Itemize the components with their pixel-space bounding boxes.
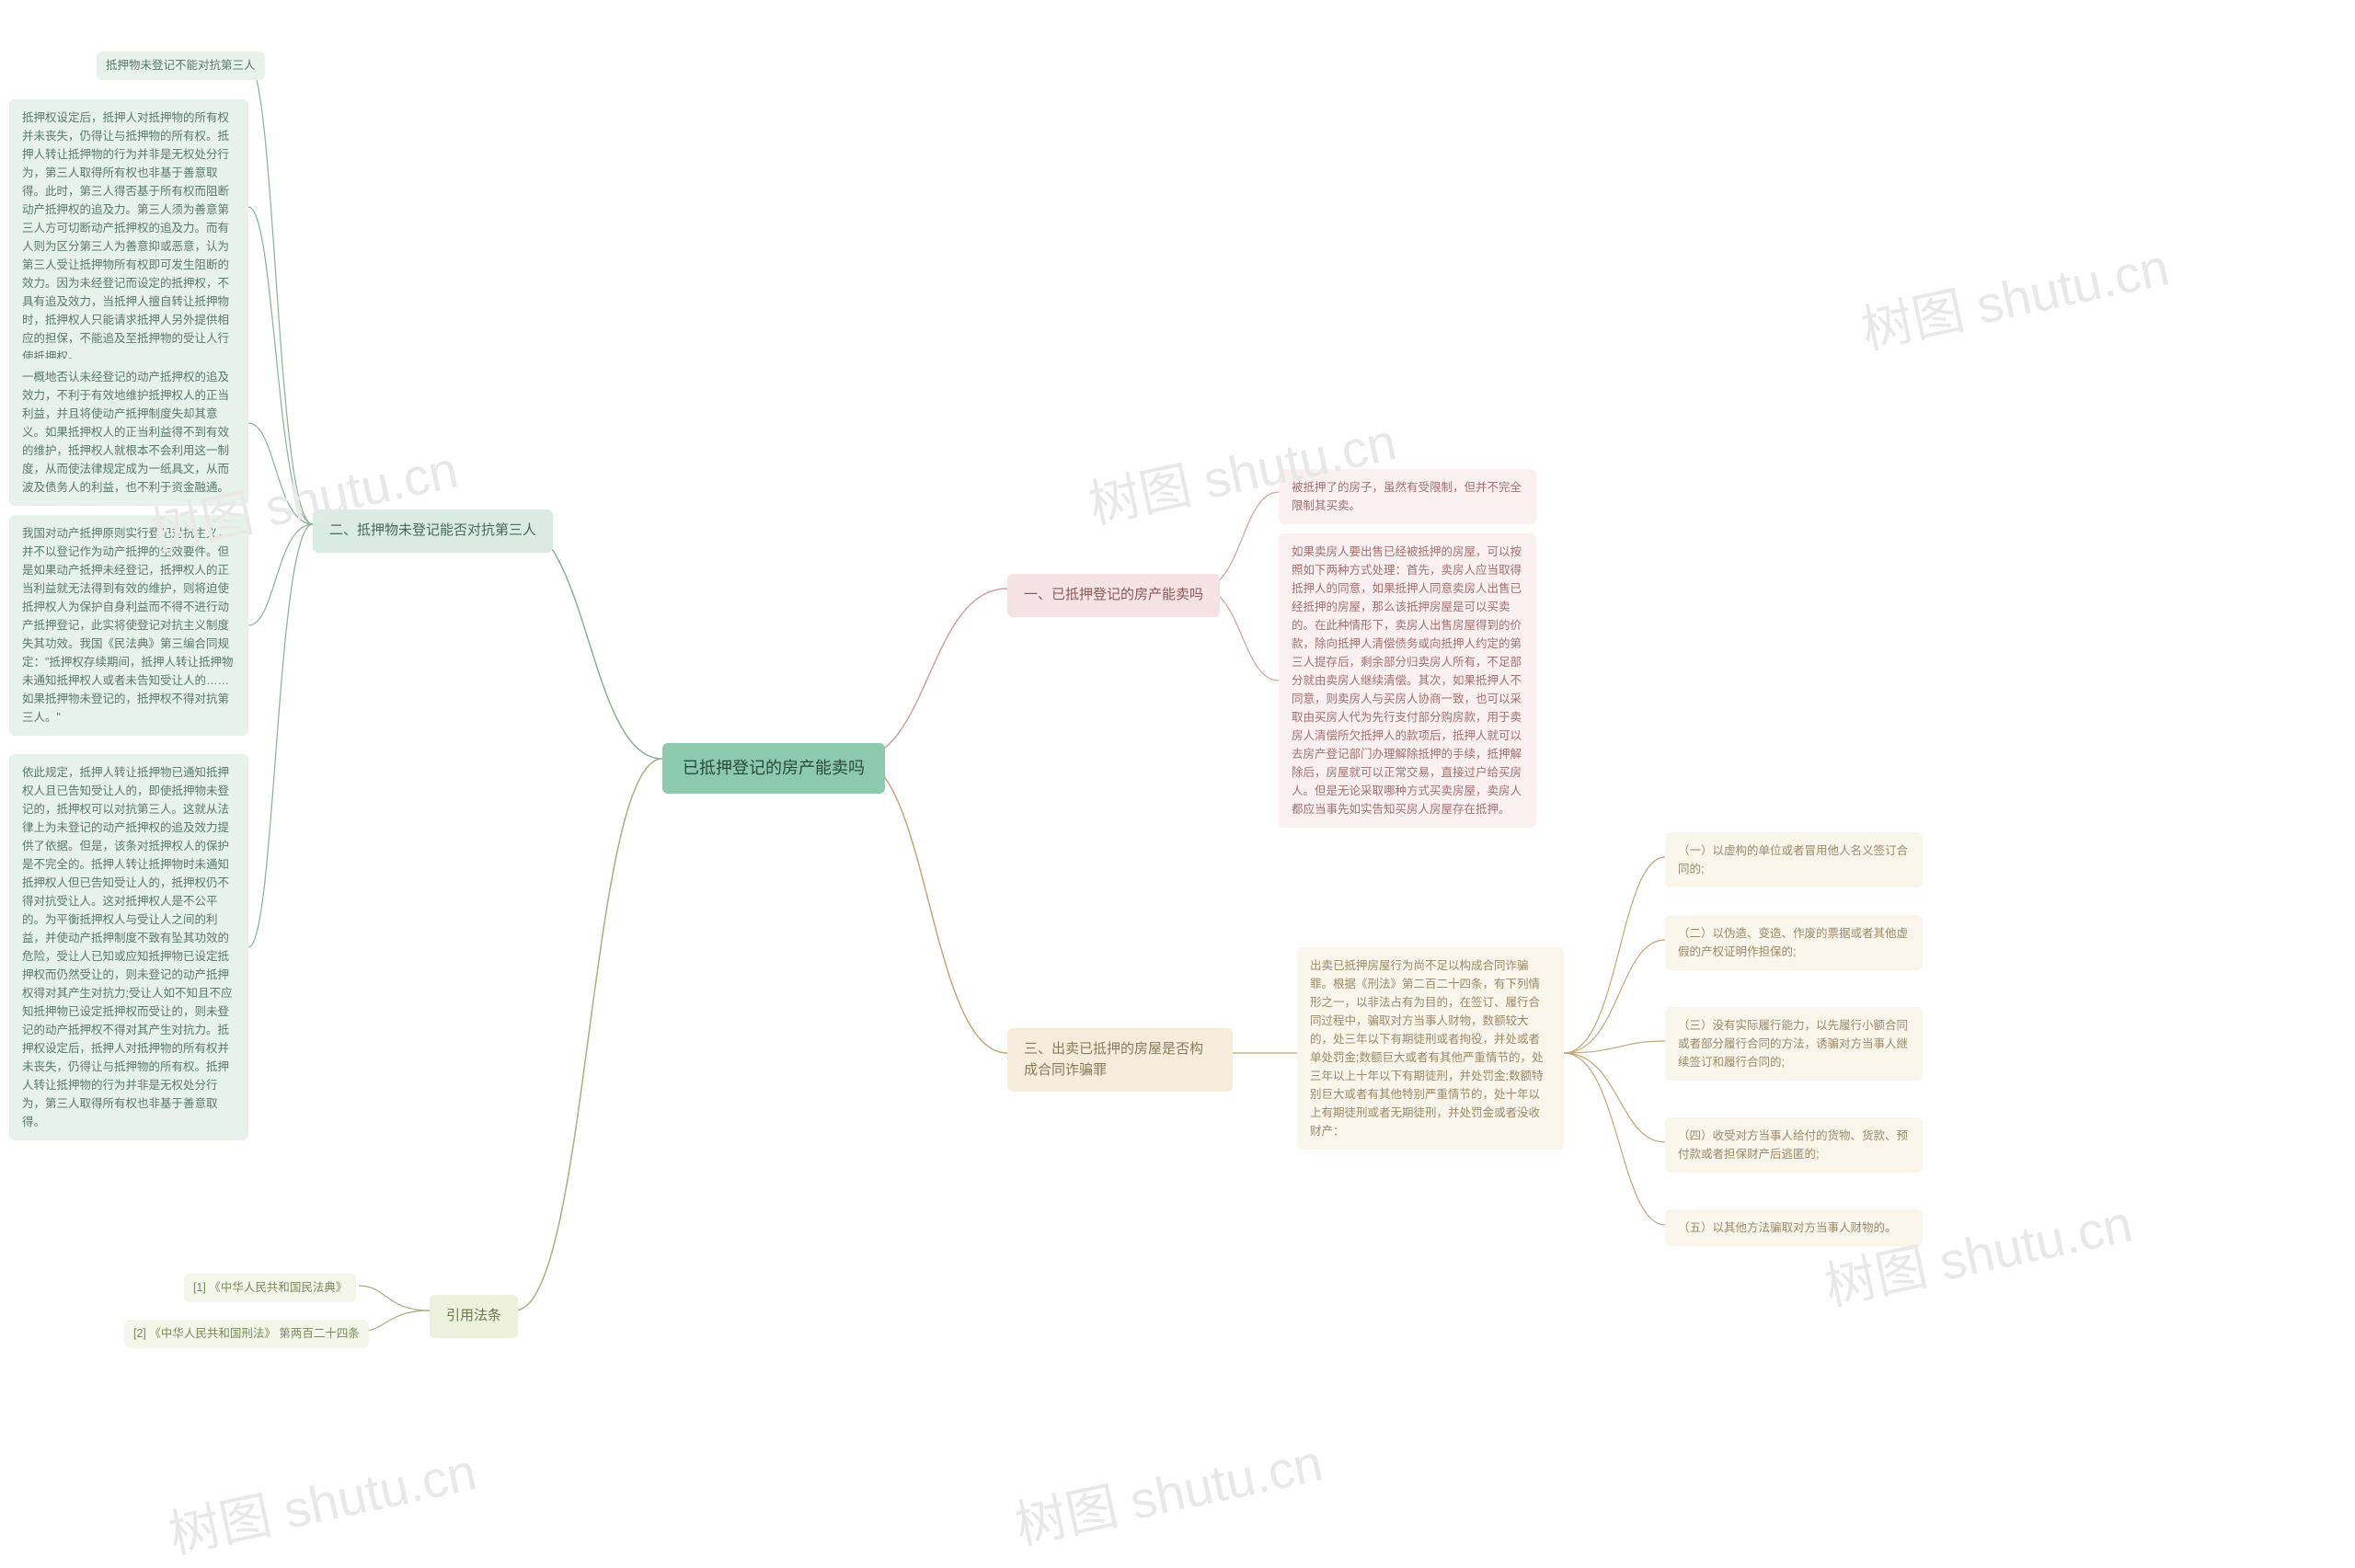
- watermark: 树图 shutu.cn: [161, 1431, 482, 1568]
- branch-two-leaf: 抵押权设定后，抵押人对抵押物的所有权并未丧失，仍得让与抵押物的所有权。抵押人转让…: [9, 99, 248, 375]
- branch-two-leaf: 一概地否认未经登记的动产抵押权的追及效力，不利于有效地维护抵押权人的正当利益，并…: [9, 359, 248, 506]
- branch-three[interactable]: 三、出卖已抵押的房屋是否构成合同诈骗罪: [1007, 1028, 1233, 1092]
- branch-three-sub-leaf: （四）收受对方当事人给付的货物、货款、预付款或者担保财产后逃匿的;: [1665, 1117, 1923, 1173]
- branch-three-sub-leaf: （五）以其他方法骗取对方当事人财物的。: [1665, 1209, 1923, 1246]
- branch-one-leaf: 如果卖房人要出售已经被抵押的房屋，可以按照如下两种方式处理：首先，卖房人应当取得…: [1279, 533, 1536, 828]
- branch-one-leaf: 被抵押了的房子，虽然有受限制，但并不完全限制其买卖。: [1279, 469, 1536, 524]
- branch-two-leaf: 我国对动产抵押原则实行登记对抗主义，并不以登记作为动产抵押的生效要件。但是如果动…: [9, 515, 248, 736]
- branch-two-leaf: 抵押物未登记不能对抗第三人: [97, 52, 265, 80]
- branch-two-leaf: 依此规定，抵押人转让抵押物已通知抵押权人且已告知受让人的，即使抵押物未登记的，抵…: [9, 754, 248, 1140]
- branch-ref-leaf: [1] 《中华人民共和国民法典》: [184, 1274, 356, 1302]
- branch-three-sub-leaf: （三）没有实际履行能力，以先履行小额合同或者部分履行合同的方法，诱骗对方当事人继…: [1665, 1007, 1923, 1081]
- center-node[interactable]: 已抵押登记的房产能卖吗: [662, 743, 885, 794]
- branch-three-sub-leaf: （一）以虚构的单位或者冒用他人名义签订合同的;: [1665, 832, 1923, 887]
- branch-ref[interactable]: 引用法条: [430, 1295, 518, 1338]
- branch-three-sub-leaf: （二）以伪造、变造、作废的票据或者其他虚假的产权证明作担保的;: [1665, 915, 1923, 970]
- branch-two[interactable]: 二、抵押物未登记能否对抗第三人: [313, 509, 553, 553]
- branch-three-main-leaf: 出卖已抵押房屋行为尚不足以构成合同诈骗罪。根据《刑法》第二百二十四条，有下列情形…: [1297, 947, 1564, 1150]
- watermark: 树图 shutu.cn: [1007, 1422, 1328, 1560]
- branch-one[interactable]: 一、已抵押登记的房产能卖吗: [1007, 574, 1220, 617]
- connector-lines: [0, 0, 2355, 1544]
- watermark: 树图 shutu.cn: [1854, 226, 2175, 364]
- watermark: 树图 shutu.cn: [1817, 1183, 2138, 1321]
- branch-ref-leaf: [2] 《中华人民共和国刑法》 第两百二十四条: [124, 1320, 369, 1348]
